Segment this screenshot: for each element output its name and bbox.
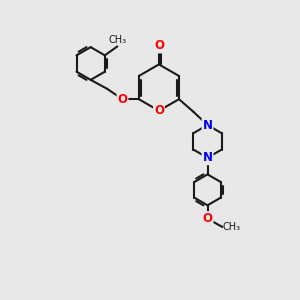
Text: CH₃: CH₃ [223,222,241,232]
Text: O: O [154,40,164,52]
Text: N: N [202,151,212,164]
Text: O: O [154,104,164,117]
Text: O: O [118,93,128,106]
Text: O: O [202,212,212,225]
Text: N: N [202,118,212,131]
Text: CH₃: CH₃ [108,35,126,45]
